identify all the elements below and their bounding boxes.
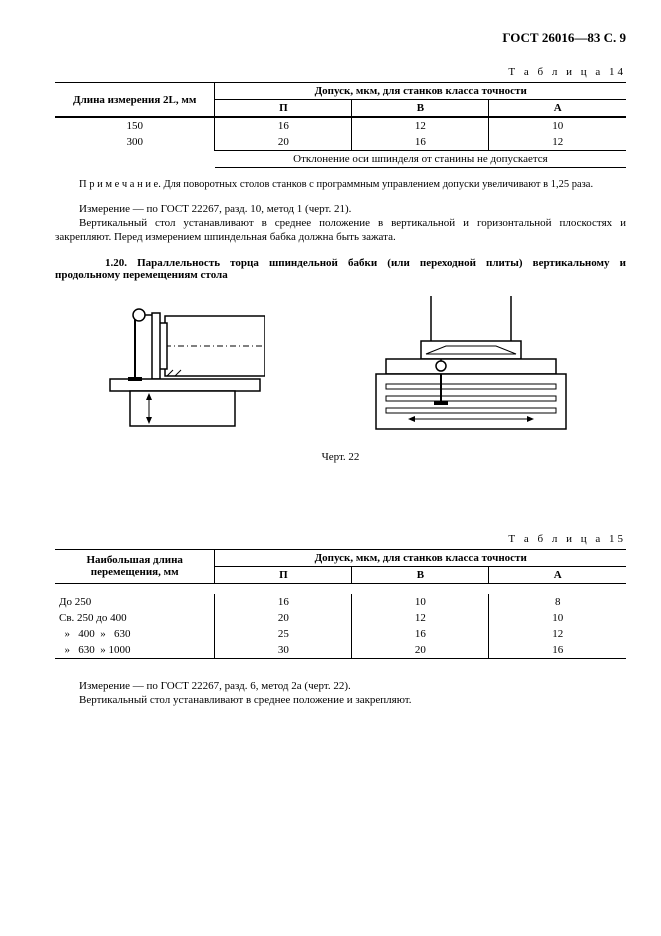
para-3: Измерение — по ГОСТ 22267, разд. 6, мето… <box>55 679 626 693</box>
t14-r1-len: 300 <box>55 134 215 151</box>
table14-label: Т а б л и ц а 14 <box>55 66 626 78</box>
para-4: Вертикальный стол устанавливают в средне… <box>55 693 626 707</box>
para-2: Вертикальный стол устанавливают в средне… <box>55 216 626 245</box>
section-1-20-title: 1.20. Параллельность торца шпиндельной б… <box>55 257 626 281</box>
t15-r1-a: 10 <box>489 610 626 626</box>
t14-footnote: Отклонение оси шпинделя от станины не до… <box>215 151 626 168</box>
table-14: Длина измерения 2L, мм Допуск, мкм, для … <box>55 82 626 168</box>
figure-22-right-icon <box>366 296 576 446</box>
figure-22-caption: Черт. 22 <box>55 451 626 463</box>
t15-r2-a: 12 <box>489 626 626 642</box>
table-15: Наибольшая длина перемещения, мм Допуск,… <box>55 549 626 659</box>
t15-r3-len: » 630 » 1000 <box>55 642 215 659</box>
t15-r0-p: 16 <box>215 594 352 610</box>
t14-r1-v: 16 <box>352 134 489 151</box>
figure-22-left-icon <box>105 301 265 441</box>
t15-r3-v: 20 <box>352 642 489 659</box>
t14-sub-a: А <box>489 100 626 118</box>
t15-r0-v: 10 <box>352 594 489 610</box>
t15-r3-a: 16 <box>489 642 626 659</box>
t15-r1-v: 12 <box>352 610 489 626</box>
t15-r3-p: 30 <box>215 642 352 659</box>
t15-sub-v: В <box>352 566 489 583</box>
note-1: П р и м е ч а н и е. Для поворотных стол… <box>55 178 626 192</box>
t15-r1-len: Св. 250 до 400 <box>55 610 215 626</box>
para-1: Измерение — по ГОСТ 22267, разд. 10, мет… <box>55 202 626 216</box>
t15-r2-len: » 400 » 630 <box>55 626 215 642</box>
t15-r1-p: 20 <box>215 610 352 626</box>
t15-sub-a: А <box>489 566 626 583</box>
t14-r1-a: 12 <box>489 134 626 151</box>
t15-r0-len: До 250 <box>55 594 215 610</box>
page-header: ГОСТ 26016—83 С. 9 <box>55 30 626 46</box>
t14-r0-v: 12 <box>352 117 489 134</box>
t14-tol-header: Допуск, мкм, для станков класса точности <box>215 83 626 100</box>
t15-col1-header: Наибольшая длина перемещения, мм <box>55 549 215 583</box>
t15-r0-a: 8 <box>489 594 626 610</box>
t15-tol-header: Допуск, мкм, для станков класса точности <box>215 549 626 566</box>
t15-r2-v: 16 <box>352 626 489 642</box>
t15-sub-p: П <box>215 566 352 583</box>
t14-sub-v: В <box>352 100 489 118</box>
table15-label: Т а б л и ц а 15 <box>55 533 626 545</box>
t14-sub-p: П <box>215 100 352 118</box>
t15-r2-p: 25 <box>215 626 352 642</box>
t14-col1-header: Длина измерения 2L, мм <box>55 83 215 118</box>
t14-r0-a: 10 <box>489 117 626 134</box>
t14-r0-len: 150 <box>55 117 215 134</box>
figure-22-row <box>55 296 626 446</box>
t14-r0-p: 16 <box>215 117 352 134</box>
t14-r1-p: 20 <box>215 134 352 151</box>
